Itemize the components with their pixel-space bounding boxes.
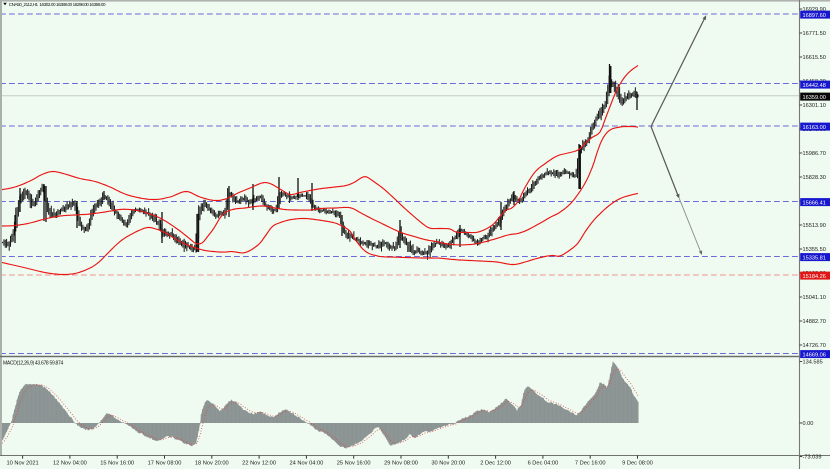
svg-text:16897.60: 16897.60 [803,13,826,19]
svg-text:15355.50: 15355.50 [803,247,826,253]
svg-text:16359.00: 16359.00 [803,95,826,101]
svg-text:15335.81: 15335.81 [803,255,826,261]
svg-text:14669.06: 14669.06 [803,352,826,358]
svg-text:-73.039: -73.039 [803,455,822,461]
svg-text:MACD(12,26,9) 43.678 59.874: MACD(12,26,9) 43.678 59.874 [3,361,64,367]
svg-text:15184.26: 15184.26 [803,274,826,280]
svg-text:16301.10: 16301.10 [803,103,826,109]
svg-text:2 Dec 12:00: 2 Dec 12:00 [480,460,511,466]
svg-text:6 Dec 04:00: 6 Dec 04:00 [528,460,559,466]
svg-text:30 Nov 20:00: 30 Nov 20:00 [431,460,465,466]
svg-text:0.00: 0.00 [803,421,814,427]
svg-text:15666.41: 15666.41 [803,200,826,206]
svg-text:24 Nov 04:00: 24 Nov 04:00 [289,460,323,466]
svg-text:7 Dec 16:00: 7 Dec 16:00 [575,460,606,466]
svg-text:15041.10: 15041.10 [803,295,826,301]
svg-text:16442.48: 16442.48 [803,83,826,89]
svg-text:16771.50: 16771.50 [803,31,826,37]
svg-text:CNA50_2112,H1 16302.00 16388.: CNA50_2112,H1 16302.00 16388.00 16298.00… [9,2,106,7]
svg-text:12 Nov 04:00: 12 Nov 04:00 [53,460,87,466]
svg-text:16615.50: 16615.50 [803,55,826,61]
svg-text:18 Nov 20:00: 18 Nov 20:00 [195,460,229,466]
svg-text:15828.30: 15828.30 [803,175,826,181]
svg-text:16163.00: 16163.00 [803,125,826,131]
svg-text:29 Nov 08:00: 29 Nov 08:00 [384,460,418,466]
svg-text:14726.70: 14726.70 [803,343,826,349]
svg-text:17 Nov 08:00: 17 Nov 08:00 [148,460,182,466]
svg-text:22 Nov 12:00: 22 Nov 12:00 [242,460,276,466]
svg-text:15513.90: 15513.90 [803,223,826,229]
svg-text:134.585: 134.585 [803,360,823,366]
svg-text:15 Nov 16:00: 15 Nov 16:00 [100,460,134,466]
svg-text:10 Nov 2021: 10 Nov 2021 [6,460,38,466]
svg-text:14882.70: 14882.70 [803,319,826,325]
svg-text:15986.70: 15986.70 [803,151,826,157]
svg-text:16929.90: 16929.90 [803,7,826,13]
svg-text:9 Dec 08:00: 9 Dec 08:00 [622,460,653,466]
svg-text:25 Nov 16:00: 25 Nov 16:00 [337,460,371,466]
